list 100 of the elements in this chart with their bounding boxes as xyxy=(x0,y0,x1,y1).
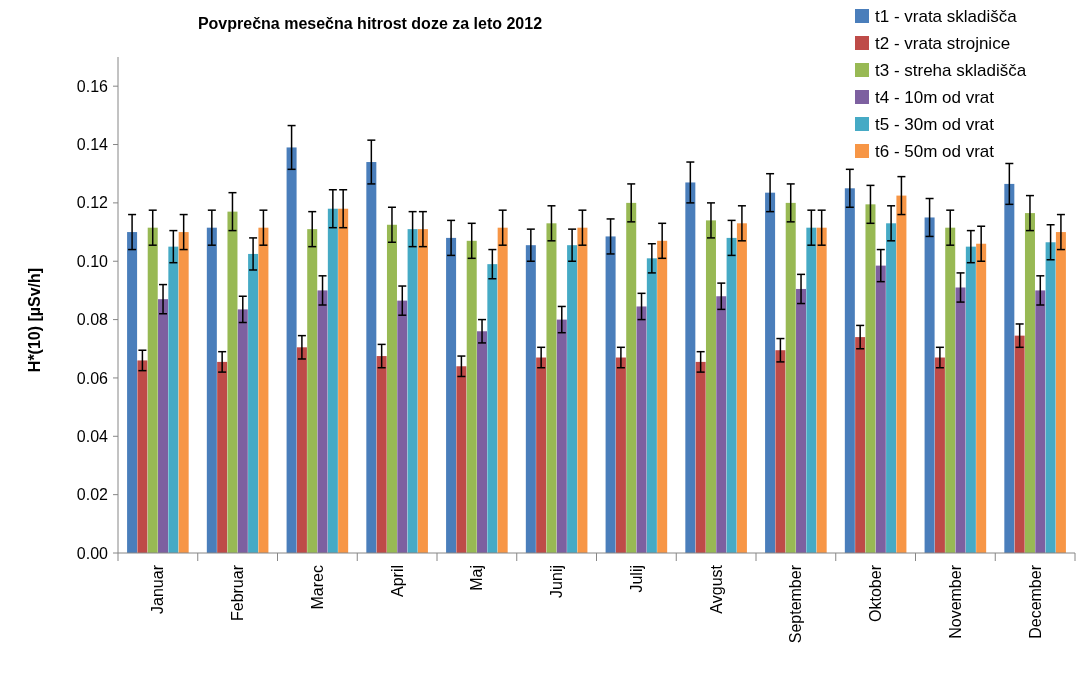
bar xyxy=(605,236,616,553)
bar xyxy=(626,202,637,553)
y-tick-label: 0.04 xyxy=(76,427,109,445)
bar xyxy=(886,223,897,553)
x-tick-label: December xyxy=(1026,564,1044,639)
x-tick-label: September xyxy=(787,564,805,644)
bar xyxy=(456,366,467,553)
bar xyxy=(945,227,956,553)
bar xyxy=(317,290,328,553)
bar xyxy=(705,220,716,553)
bar xyxy=(615,357,626,553)
bar xyxy=(1014,335,1025,553)
bar xyxy=(227,211,238,553)
x-tick-label: Maj xyxy=(468,565,486,591)
legend-label: t3 - streha skladišča xyxy=(875,60,1027,80)
bar xyxy=(965,246,976,553)
y-tick-label: 0.10 xyxy=(76,252,109,270)
bar xyxy=(1055,232,1066,553)
bar xyxy=(446,237,457,553)
bar xyxy=(525,245,536,553)
bar xyxy=(875,265,886,553)
y-tick-label: 0.02 xyxy=(76,486,109,504)
y-tick-label: 0.00 xyxy=(76,544,109,562)
bar xyxy=(1004,183,1015,553)
y-tick-label: 0.06 xyxy=(76,369,109,387)
bar xyxy=(796,288,807,553)
bar xyxy=(536,357,547,553)
bar xyxy=(466,240,477,553)
bar xyxy=(716,296,727,553)
bar xyxy=(127,232,138,553)
bar xyxy=(1024,213,1035,553)
bar xyxy=(806,227,817,553)
bar xyxy=(1035,290,1046,553)
bar xyxy=(765,192,776,553)
bar xyxy=(206,227,217,553)
bar xyxy=(657,240,668,553)
x-tick-label: Januar xyxy=(149,564,167,614)
bar xyxy=(477,331,488,553)
bar xyxy=(258,227,269,553)
bar xyxy=(397,300,408,553)
bar xyxy=(327,208,338,553)
bar xyxy=(736,223,747,553)
x-tick-label: Julij xyxy=(627,565,645,593)
bar xyxy=(976,243,987,553)
bar xyxy=(546,223,557,553)
bar xyxy=(924,217,935,553)
x-tick-label: Junij xyxy=(548,565,566,598)
x-tick-label: Februar xyxy=(229,564,247,622)
bar xyxy=(685,182,696,553)
bar xyxy=(376,356,387,553)
bar xyxy=(307,229,318,553)
bar xyxy=(417,229,428,553)
bar xyxy=(865,204,876,553)
bar xyxy=(158,299,169,553)
legend-label: t2 - vrata strojnice xyxy=(875,33,1011,53)
bar xyxy=(386,224,397,553)
bar xyxy=(955,287,966,553)
y-axis-title: H*(10) [µSv/h] xyxy=(26,267,43,373)
x-tick-label: Marec xyxy=(308,565,326,610)
bar xyxy=(178,232,189,553)
bar xyxy=(577,227,588,553)
bar xyxy=(567,245,578,553)
x-tick-label: April xyxy=(388,565,406,598)
bar xyxy=(286,147,297,553)
bar xyxy=(785,202,796,553)
x-tick-label: Avgust xyxy=(707,564,725,614)
x-tick-label: Oktober xyxy=(867,564,885,622)
bar xyxy=(636,306,647,553)
y-tick-label: 0.14 xyxy=(76,136,109,154)
bar xyxy=(556,319,567,553)
bar xyxy=(775,350,786,553)
bar xyxy=(366,162,377,553)
bar xyxy=(147,227,158,553)
bar xyxy=(695,361,706,553)
bar xyxy=(855,337,866,553)
chart-title: Povprečna mesečna hitrost doze za leto 2012 xyxy=(197,15,543,32)
bar xyxy=(248,253,259,553)
bar xyxy=(646,258,657,553)
bar xyxy=(726,237,737,553)
bar xyxy=(497,227,508,553)
legend-label: t1 - vrata skladišča xyxy=(875,6,1018,26)
bar xyxy=(237,309,248,553)
legend-label: t5 - 30m od vrat xyxy=(875,114,995,134)
bar xyxy=(407,229,418,553)
legend-label: t6 - 50m od vrat xyxy=(875,141,995,161)
bar xyxy=(896,195,907,553)
bar xyxy=(296,347,307,553)
bar xyxy=(137,360,148,553)
bar xyxy=(816,227,827,553)
y-tick-label: 0.16 xyxy=(76,77,109,95)
bar xyxy=(487,264,498,553)
y-tick-label: 0.08 xyxy=(76,311,109,329)
y-tick-label: 0.12 xyxy=(76,194,109,212)
x-tick-label: November xyxy=(946,564,964,639)
bar xyxy=(338,208,349,553)
bar xyxy=(168,246,179,553)
bar xyxy=(844,188,855,553)
bar xyxy=(1045,242,1056,553)
bar xyxy=(217,361,228,553)
bar xyxy=(934,357,945,553)
